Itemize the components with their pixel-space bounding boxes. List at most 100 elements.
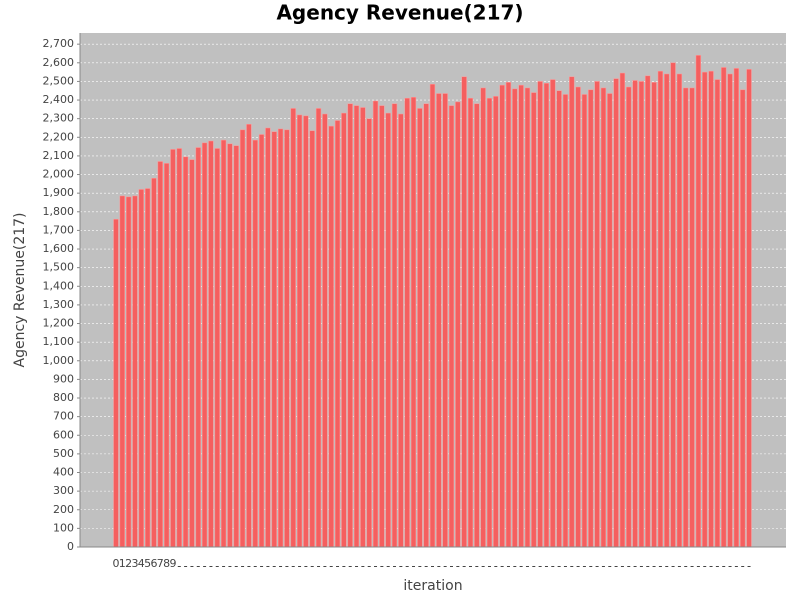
truncated-label bbox=[336, 566, 340, 567]
truncated-label bbox=[703, 566, 707, 567]
truncated-label bbox=[190, 566, 194, 567]
bar bbox=[480, 87, 486, 548]
y-tick-label: 2,500 bbox=[43, 74, 75, 87]
bar bbox=[385, 112, 391, 548]
bar bbox=[119, 195, 125, 548]
bar bbox=[328, 125, 334, 548]
bar bbox=[619, 72, 626, 548]
bar bbox=[322, 113, 328, 548]
truncated-label bbox=[696, 566, 700, 567]
bar bbox=[366, 118, 372, 548]
bar bbox=[733, 68, 740, 548]
truncated-label bbox=[709, 566, 713, 567]
y-tick-label: 1,300 bbox=[43, 298, 75, 311]
bar bbox=[740, 89, 746, 548]
bar bbox=[531, 92, 537, 548]
truncated-label bbox=[405, 566, 409, 567]
truncated-label bbox=[367, 566, 371, 567]
x-tick-label: 1 bbox=[119, 557, 126, 570]
truncated-label bbox=[576, 566, 580, 567]
y-tick-label: 1,900 bbox=[43, 186, 75, 199]
bar bbox=[670, 62, 676, 548]
bar bbox=[727, 73, 733, 548]
truncated-label bbox=[298, 566, 302, 567]
truncated-label bbox=[393, 566, 397, 567]
truncated-label bbox=[196, 566, 200, 567]
bar bbox=[353, 105, 360, 548]
bar bbox=[594, 81, 600, 548]
truncated-label bbox=[260, 566, 264, 567]
bar bbox=[163, 163, 170, 548]
y-tick-label: 1,000 bbox=[43, 354, 75, 367]
bar bbox=[271, 131, 277, 548]
x-tick-label: 0 bbox=[112, 557, 119, 570]
chart-title: Agency Revenue(217) bbox=[276, 1, 523, 25]
truncated-label bbox=[747, 566, 751, 567]
truncated-label bbox=[557, 566, 561, 567]
y-tick-label: 2,600 bbox=[43, 56, 75, 69]
truncated-label bbox=[380, 566, 384, 567]
truncated-label bbox=[614, 566, 618, 567]
x-tick-label: 4 bbox=[138, 557, 145, 570]
bar bbox=[588, 89, 594, 548]
truncated-label bbox=[424, 566, 428, 567]
bar bbox=[486, 97, 493, 548]
truncated-label bbox=[355, 566, 359, 567]
bar bbox=[404, 97, 410, 548]
bar bbox=[151, 178, 157, 548]
truncated-label bbox=[595, 566, 599, 567]
y-tick-label: 1,800 bbox=[43, 205, 75, 218]
bar bbox=[575, 86, 581, 548]
truncated-label bbox=[437, 566, 441, 567]
bar bbox=[638, 81, 645, 548]
truncated-label bbox=[215, 566, 219, 567]
truncated-label bbox=[203, 566, 207, 567]
truncated-label bbox=[468, 566, 472, 567]
bar bbox=[125, 196, 132, 548]
truncated-label bbox=[234, 566, 238, 567]
truncated-label bbox=[285, 566, 289, 567]
truncated-label bbox=[601, 566, 605, 567]
bar bbox=[689, 87, 695, 548]
truncated-label bbox=[475, 566, 479, 567]
bar bbox=[284, 129, 290, 548]
bar bbox=[157, 161, 163, 548]
bar bbox=[613, 78, 619, 548]
truncated-label bbox=[291, 566, 295, 567]
truncated-label bbox=[734, 566, 738, 567]
truncated-label bbox=[665, 566, 669, 567]
truncated-label bbox=[551, 566, 555, 567]
y-tick-label: 200 bbox=[53, 503, 74, 516]
bar bbox=[347, 103, 353, 548]
bar bbox=[556, 90, 562, 548]
bar bbox=[524, 87, 531, 548]
bar bbox=[607, 93, 613, 548]
bar bbox=[695, 55, 702, 548]
y-tick-label: 2,100 bbox=[43, 149, 75, 162]
bar bbox=[309, 130, 315, 548]
truncated-label bbox=[279, 566, 283, 567]
truncated-label bbox=[374, 566, 378, 567]
x-tick-label: 3 bbox=[131, 557, 138, 570]
truncated-label bbox=[639, 566, 643, 567]
y-tick-label: 1,400 bbox=[43, 279, 75, 292]
y-tick-label: 1,200 bbox=[43, 317, 75, 330]
bar bbox=[360, 107, 366, 548]
bar bbox=[220, 139, 227, 548]
truncated-label bbox=[671, 566, 675, 567]
truncated-label bbox=[487, 566, 491, 567]
truncated-label bbox=[728, 566, 732, 567]
bar bbox=[410, 97, 417, 548]
truncated-label bbox=[177, 566, 181, 567]
truncated-label bbox=[620, 566, 624, 567]
truncated-label bbox=[690, 566, 694, 567]
truncated-label bbox=[633, 566, 637, 567]
bar bbox=[721, 67, 727, 548]
bar bbox=[208, 140, 214, 548]
truncated-label bbox=[228, 566, 232, 567]
y-tick-label: 900 bbox=[53, 372, 74, 385]
bar bbox=[265, 127, 271, 548]
truncated-label bbox=[532, 566, 536, 567]
bar bbox=[189, 159, 195, 548]
bar bbox=[442, 93, 448, 548]
